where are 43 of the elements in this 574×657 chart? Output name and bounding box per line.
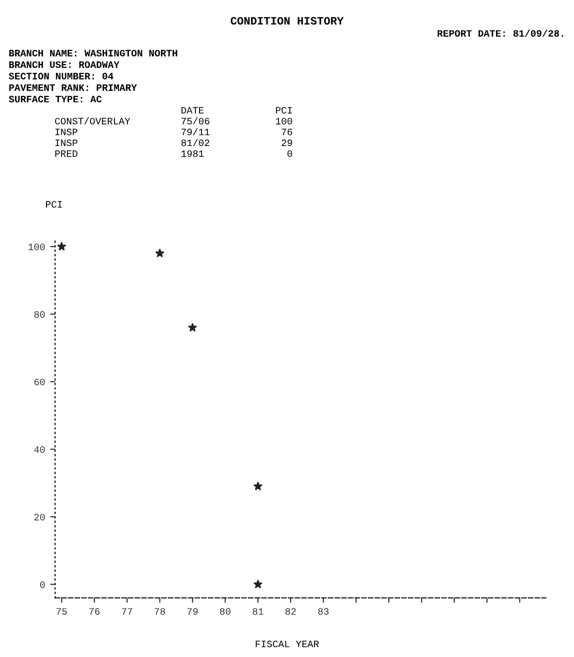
y-tick-label: 40 (34, 446, 45, 453)
x-tick-label: 78 (154, 608, 165, 615)
x-axis-title: FISCAL YEAR (256, 640, 319, 648)
x-tick-label: 82 (285, 608, 296, 615)
x-tick-label: 79 (187, 608, 198, 615)
text: PAVEMENT RANK: PRIMARY (9, 84, 137, 91)
text: 1981 (182, 150, 204, 157)
y-tick-label: 0 (40, 581, 45, 588)
x-tick-label: 77 (122, 608, 132, 615)
text: INSP (55, 140, 78, 146)
point (254, 580, 262, 588)
text: DATE (182, 107, 204, 114)
x-tick-label: 75 (56, 608, 67, 615)
text: BRANCH NAME: WASHINGTON NORTH (9, 50, 178, 56)
text: 0 (287, 150, 292, 157)
text: BRANCH USE: ROADWAY (9, 61, 120, 68)
point (254, 482, 262, 490)
text: 29 (282, 140, 292, 146)
x-tick-label: 76 (89, 608, 100, 615)
text: 81/02 (181, 138, 210, 146)
text: PCI (276, 106, 292, 114)
text: 76 (282, 128, 292, 136)
x-tick-label: 80 (220, 608, 230, 615)
y-tick-label: 80 (34, 311, 45, 318)
text: 100 (276, 118, 292, 124)
x-tick-label: 83 (318, 608, 329, 615)
y-axis-title: PCI (46, 201, 62, 208)
text: SURFACE TYPE: AC (8, 96, 102, 102)
text: REPORT DATE: 81/09/28. (438, 30, 564, 37)
point (57, 242, 66, 250)
point (188, 323, 197, 332)
text: CONST/OVERLAY (55, 117, 130, 124)
point (155, 248, 164, 258)
text: PRED (55, 150, 78, 157)
x-tick-label: 81 (252, 608, 264, 615)
text: 75/06 (182, 117, 210, 124)
y-tick-label: 100 (28, 244, 45, 250)
y-tick-label: 60 (34, 378, 45, 386)
y-tick-label: 20 (34, 514, 45, 520)
chart-title: CONDITION HISTORY (230, 17, 344, 25)
text: SECTION NUMBER: 04 (8, 72, 114, 80)
text: INSP (55, 128, 78, 136)
text: 79/11 (182, 128, 210, 136)
